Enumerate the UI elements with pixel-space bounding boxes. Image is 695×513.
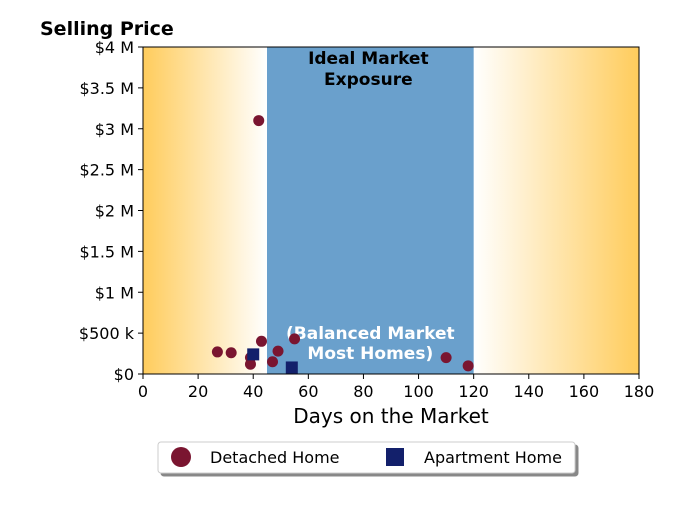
detached-home-point [225,347,237,359]
apartment-home-point [285,361,298,374]
ideal-market-annotation: Ideal Market Exposure [308,49,429,90]
x-tick-label: 60 [298,382,318,401]
legend-apartment-home-marker [386,448,404,466]
y-tick-label: $3.5 M [79,79,134,98]
x-tick-label: 160 [569,382,600,401]
y-tick-label: $4 M [95,38,134,57]
x-tick-label: 80 [353,382,373,401]
legend: Detached Home Apartment Home [157,441,576,474]
legend-detached-home-label: Detached Home [210,448,340,467]
chart-title: Selling Price [40,18,174,40]
left-gradient-zone [143,47,267,374]
detached-home-point [253,115,265,127]
x-tick-label: 40 [243,382,263,401]
legend-apartment-home-label: Apartment Home [424,448,562,467]
x-tick-label: 120 [458,382,489,401]
y-tick-label: $0 [114,365,134,384]
x-tick-label: 180 [624,382,655,401]
y-tick-label: $1 M [95,283,134,302]
y-tick-label: $1.5 M [79,242,134,261]
detached-home-point [440,352,452,364]
y-axis-ticks: $0 $500 k $1 M $1.5 M $2 M $2.5 M $3 M $3.5 M $4… [79,38,143,384]
y-tick-label: $2 M [95,202,134,221]
detached-home-point [267,356,279,368]
detached-home-point [289,333,301,345]
data-points [211,115,474,374]
x-axis-title: Days on the Market [293,404,489,428]
balanced-market-annotation: (Balanced Market Most Homes) [286,324,455,364]
right-gradient-zone [473,47,639,374]
detached-home-point [462,360,474,372]
x-tick-label: 0 [138,382,148,401]
ideal-market-band [267,47,474,374]
apartment-home-point [247,348,260,361]
legend-detached-home-marker [171,447,191,467]
y-tick-label: $3 M [95,120,134,139]
x-tick-label: 140 [514,382,545,401]
legend-box [157,441,576,474]
y-tick-label: $500 k [79,324,135,343]
x-tick-label: 100 [403,382,434,401]
ideal-band-rect [267,47,474,374]
y-tick-label: $2.5 M [79,161,134,180]
detached-home-point [272,345,284,357]
detached-home-point [211,346,223,358]
detached-home-point [255,335,267,347]
x-tick-label: 20 [188,382,208,401]
annotations: Ideal Market Exposure (Balanced Market Mos… [286,49,455,364]
x-axis-ticks: 0 20 40 60 80 100 120 140 160 180 [138,374,654,401]
